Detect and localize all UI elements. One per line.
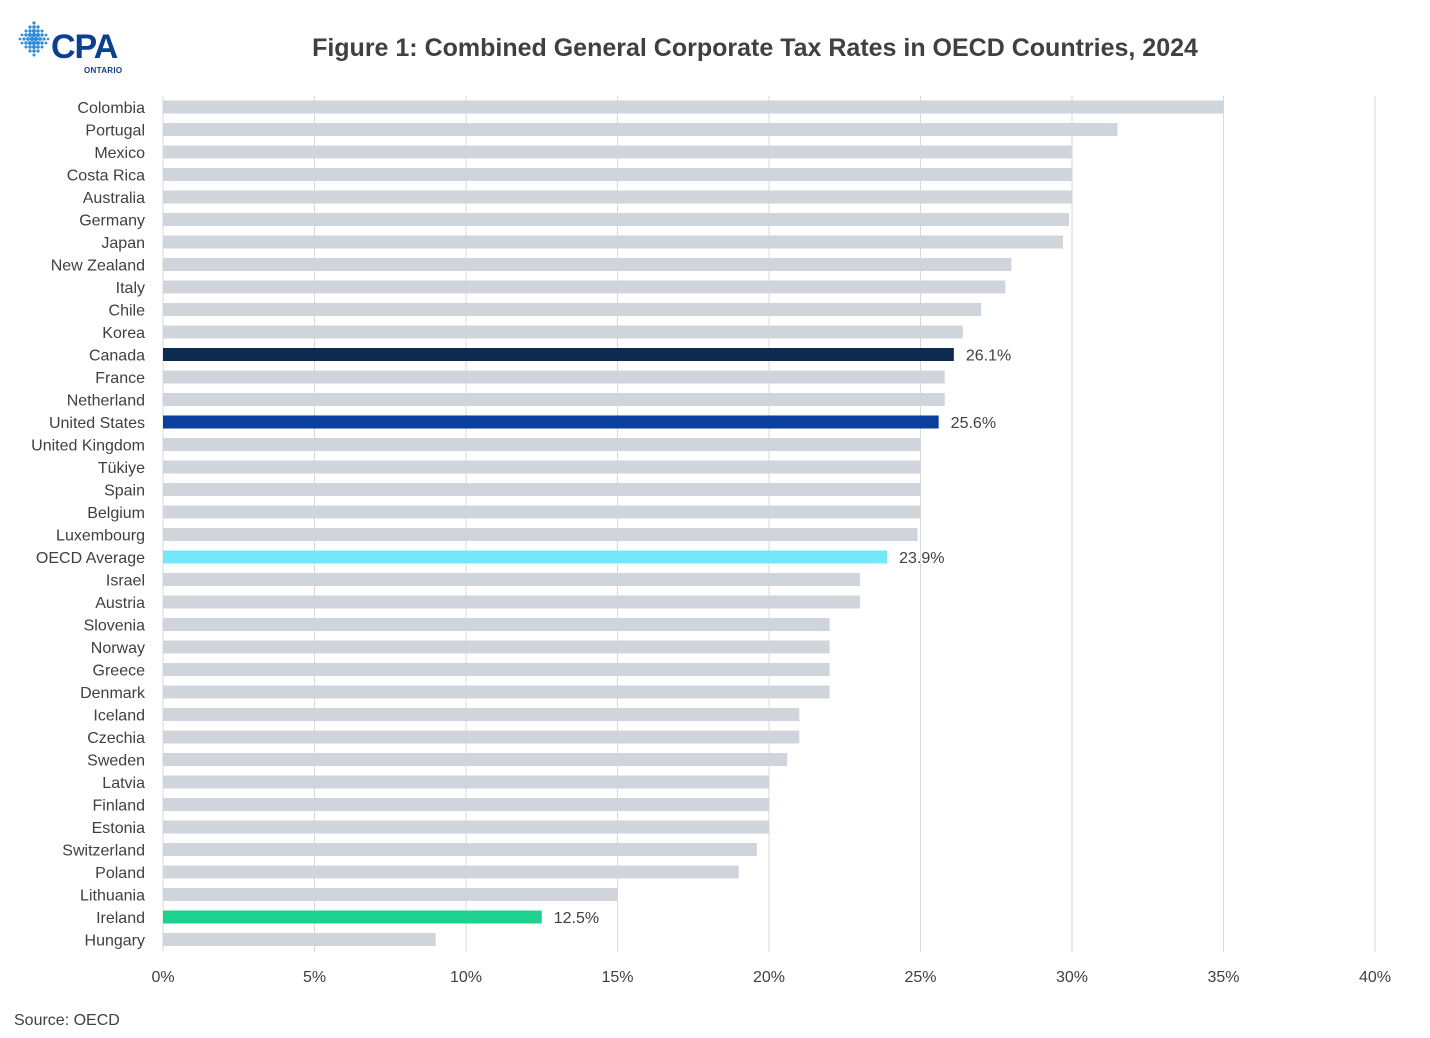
- category-label: Greece: [93, 663, 146, 680]
- bar: [163, 505, 921, 519]
- category-label: United States: [49, 415, 145, 432]
- category-label: Finland: [93, 798, 145, 815]
- bar: [163, 910, 542, 924]
- bar: [163, 190, 1072, 204]
- bar: [163, 618, 830, 631]
- category-label: Australia: [83, 190, 145, 207]
- data-label: 26.1%: [966, 348, 1011, 365]
- category-label: Costa Rica: [67, 168, 145, 185]
- category-label: Slovenia: [84, 618, 145, 635]
- bar: [163, 370, 945, 384]
- x-tick-label: 25%: [904, 969, 936, 986]
- bar: [163, 100, 1224, 114]
- bar: [163, 820, 769, 834]
- category-label: Sweden: [87, 753, 145, 770]
- category-label: Lithuania: [80, 888, 145, 905]
- category-label: Netherland: [67, 393, 145, 410]
- chart-title: Figure 1: Combined General Corporate Tax…: [312, 34, 1198, 62]
- category-label: Luxembourg: [56, 528, 145, 545]
- category-label: Chile: [109, 303, 146, 320]
- bar: [163, 843, 757, 856]
- bar: [163, 573, 860, 586]
- category-label: Austria: [95, 595, 145, 612]
- category-label: Denmark: [80, 685, 146, 702]
- category-label: Belgium: [87, 505, 145, 522]
- x-tick-label: 40%: [1359, 969, 1391, 986]
- category-label: Switzerland: [62, 843, 145, 860]
- category-label: Spain: [104, 483, 145, 500]
- logo-text: CPA: [51, 28, 118, 66]
- x-tick-label: 35%: [1207, 969, 1239, 986]
- bar: [163, 663, 830, 676]
- category-label: New Zealand: [51, 258, 145, 275]
- bar: [163, 348, 954, 361]
- cpa-dots-icon: [18, 21, 50, 57]
- bar: [163, 258, 1012, 271]
- bar: [163, 415, 939, 429]
- bar: [163, 460, 921, 474]
- category-label: Iceland: [93, 708, 145, 725]
- category-label: Norway: [91, 640, 145, 657]
- category-label: France: [95, 370, 145, 387]
- bar: [163, 483, 921, 496]
- x-tick-label: 15%: [601, 969, 633, 986]
- data-label: 25.6%: [951, 415, 996, 432]
- bar: [163, 550, 888, 564]
- category-label: Ireland: [96, 910, 145, 927]
- bar: [163, 888, 618, 901]
- bar: [163, 933, 436, 946]
- category-label: Germany: [79, 213, 145, 230]
- category-label: Czechia: [87, 730, 145, 747]
- bar: [163, 438, 921, 451]
- bar: [163, 865, 739, 879]
- bar: [163, 280, 1006, 294]
- category-label: OECD Average: [36, 550, 145, 567]
- x-tick-label: 10%: [450, 969, 482, 986]
- category-label: Hungary: [85, 933, 145, 950]
- category-label: Tükiye: [98, 460, 145, 477]
- bar: [163, 235, 1063, 249]
- bar: [163, 708, 800, 721]
- bar: [163, 640, 830, 654]
- cpa-ontario-logo: CPA ONTARIO: [18, 18, 130, 80]
- category-label: Italy: [116, 280, 145, 297]
- bar: [163, 753, 788, 766]
- bar: [163, 685, 830, 699]
- bar-chart: 0% 5% 10% 15% 20% 25% 30% 35% 40% Colombia Portuga…: [31, 96, 1391, 986]
- category-label: Canada: [89, 348, 145, 365]
- category-label: Portugal: [85, 123, 145, 140]
- category-label: Mexico: [94, 145, 145, 162]
- data-label: 23.9%: [899, 550, 944, 567]
- bar: [163, 775, 769, 789]
- bar: [163, 393, 945, 406]
- data-label: 12.5%: [554, 910, 599, 927]
- bar: [163, 730, 800, 744]
- source-note: Source: OECD: [14, 1012, 120, 1029]
- logo-subtext: ONTARIO: [84, 66, 123, 75]
- bar: [163, 213, 1069, 226]
- category-label: Israel: [106, 573, 145, 590]
- x-tick-label: 0%: [151, 969, 174, 986]
- bar: [163, 325, 963, 339]
- bar: [163, 145, 1072, 159]
- x-tick-label: 30%: [1056, 969, 1088, 986]
- bar: [163, 528, 918, 541]
- category-label: Estonia: [92, 820, 145, 837]
- bar: [163, 168, 1072, 181]
- category-label: Colombia: [77, 100, 145, 117]
- category-label: Poland: [95, 865, 145, 882]
- x-tick-label: 20%: [753, 969, 785, 986]
- bar: [163, 123, 1118, 136]
- bar: [163, 798, 769, 811]
- category-label: Japan: [101, 235, 145, 252]
- category-label: United Kingdom: [31, 438, 145, 455]
- category-label: Korea: [102, 325, 145, 342]
- bar: [163, 595, 860, 609]
- bar: [163, 303, 982, 316]
- x-tick-label: 5%: [303, 969, 326, 986]
- category-label: Latvia: [102, 775, 145, 792]
